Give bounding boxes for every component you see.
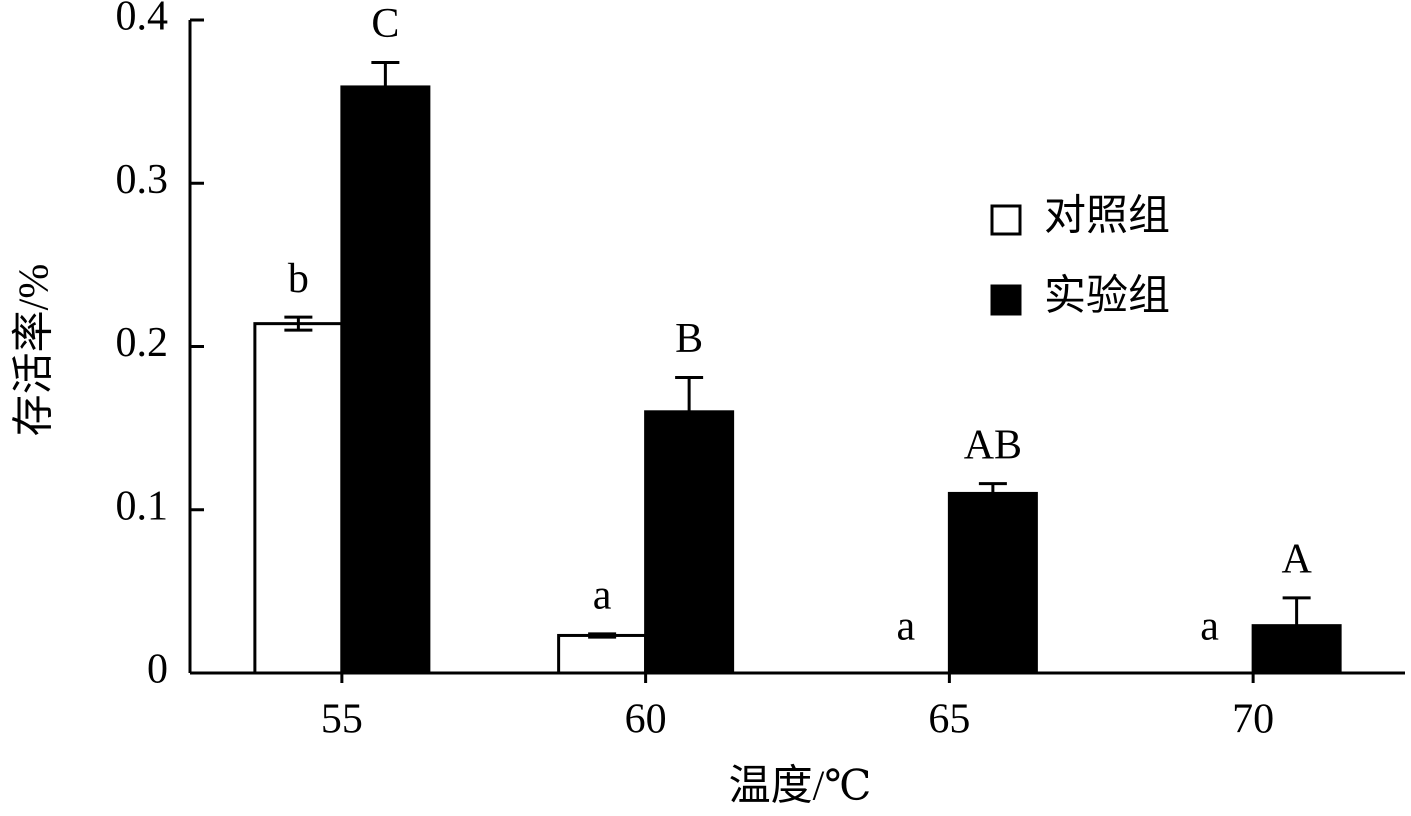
y-tick-label: 0 — [147, 647, 168, 693]
significance-letter: A — [1281, 537, 1312, 583]
significance-letter: B — [675, 316, 703, 362]
bar — [253, 322, 344, 675]
legend-swatch — [990, 204, 1022, 236]
significance-letter: a — [1200, 604, 1219, 650]
significance-letter: a — [897, 604, 916, 650]
significance-letter: C — [371, 1, 399, 47]
legend-label: 对照组 — [1044, 194, 1170, 240]
significance-letter: a — [593, 572, 612, 618]
y-tick-label: 0.1 — [116, 483, 169, 529]
bar — [340, 85, 431, 675]
y-axis-label: 存活率/% — [11, 264, 58, 437]
legend-swatch — [990, 284, 1022, 316]
y-tick-label: 0.3 — [116, 157, 169, 203]
x-tick-label: 55 — [321, 697, 363, 743]
x-axis-label: 温度/℃ — [729, 764, 872, 810]
legend-label: 实验组 — [1044, 273, 1170, 320]
x-tick-label: 60 — [625, 697, 667, 743]
bar — [947, 491, 1038, 675]
y-tick-label: 0.4 — [116, 0, 169, 40]
significance-letter: b — [288, 256, 309, 302]
y-tick-label: 0.2 — [116, 320, 169, 366]
x-tick-label: 65 — [928, 697, 970, 743]
bar — [557, 633, 648, 675]
x-tick-label: 70 — [1232, 697, 1274, 743]
significance-letter: AB — [964, 422, 1022, 468]
bar — [644, 410, 735, 675]
